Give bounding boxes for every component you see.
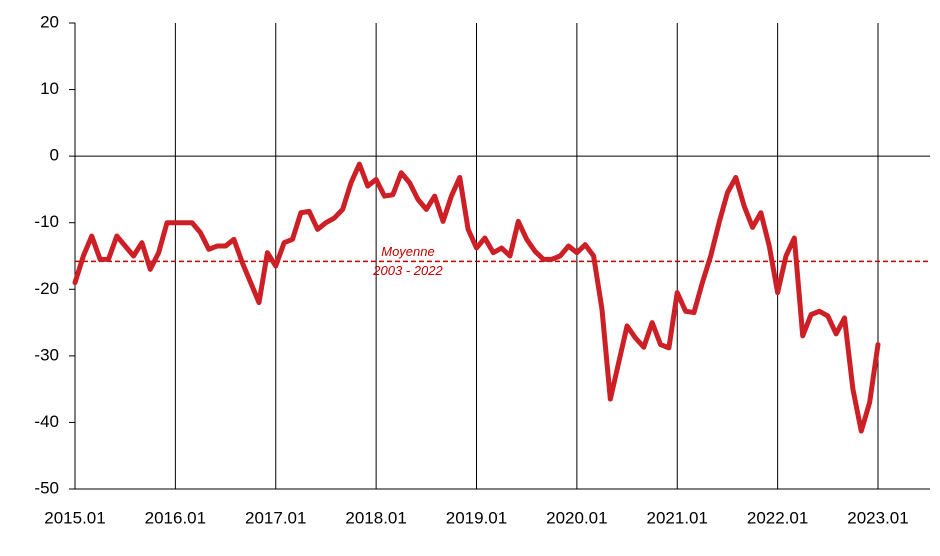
x-tick-label: 2022.01	[747, 508, 808, 527]
x-tick-label: 2018.01	[345, 508, 406, 527]
y-tick-label: -40	[34, 412, 59, 431]
x-tick-label: 2015.01	[44, 508, 105, 527]
x-tick-label: 2023.01	[847, 508, 908, 527]
y-tick-label: -50	[34, 478, 59, 497]
y-tick-label: 0	[50, 146, 59, 165]
y-tick-label: 20	[40, 12, 59, 31]
reference-label: 2003 - 2022	[372, 263, 443, 278]
x-tick-label: 2019.01	[446, 508, 507, 527]
y-tick-label: -30	[34, 345, 59, 364]
y-tick-label: -10	[34, 212, 59, 231]
x-tick-label: 2020.01	[546, 508, 607, 527]
x-tick-label: 2016.01	[145, 508, 206, 527]
x-tick-label: 2021.01	[647, 508, 708, 527]
x-tick-label: 2017.01	[245, 508, 306, 527]
line-series	[72, 161, 881, 434]
reference-label: Moyenne	[381, 244, 434, 259]
y-tick-label: 10	[40, 79, 59, 98]
y-tick-label: -20	[34, 279, 59, 298]
